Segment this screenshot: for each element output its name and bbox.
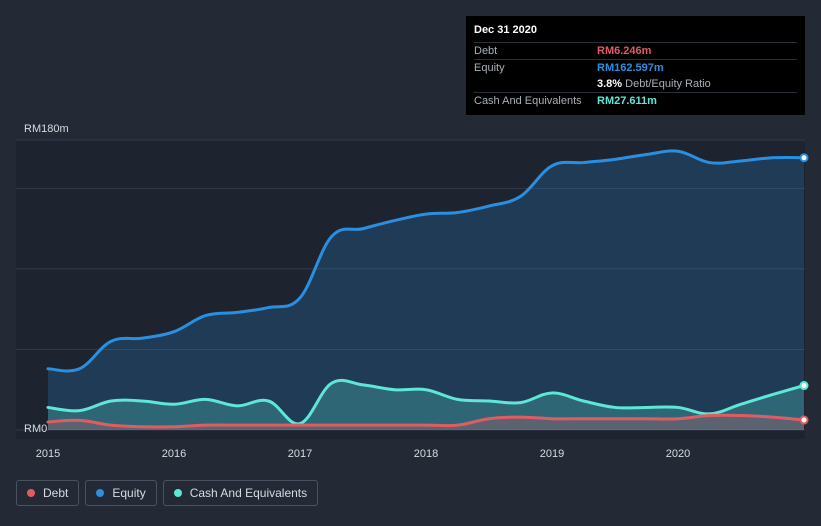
tooltip-row-equity: Equity RM162.597m bbox=[474, 59, 797, 76]
tooltip-date: Dec 31 2020 bbox=[474, 24, 537, 36]
legend-cash-label: Cash And Equivalents bbox=[189, 486, 308, 500]
legend-item-debt[interactable]: Debt bbox=[16, 480, 80, 506]
cash-line bbox=[46, 378, 806, 426]
tooltip-equity-value: RM162.597m bbox=[597, 62, 664, 74]
tooltip: Dec 31 2020 Debt RM6.246m Equity RM162.5… bbox=[466, 16, 805, 115]
tooltip-ratio-value: 3.8% bbox=[597, 78, 623, 90]
legend-item-equity[interactable]: Equity bbox=[85, 480, 157, 506]
tooltip-row-cash: Cash And Equivalents RM27.611m bbox=[474, 92, 797, 109]
y-tick-top: RM180m bbox=[24, 123, 69, 135]
x-tick-label: 2015 bbox=[36, 448, 60, 460]
legend-equity-label: Equity bbox=[112, 486, 146, 500]
debt-end-marker bbox=[799, 415, 809, 425]
tooltip-ratio-label: Debt/Equity Ratio bbox=[625, 78, 711, 90]
x-axis-ticks: 2015 2016 2017 2018 2019 2020 bbox=[36, 448, 690, 460]
tooltip-row-debt: Debt RM6.246m bbox=[474, 42, 797, 59]
legend-item-cash[interactable]: Cash And Equivalents bbox=[162, 480, 319, 506]
cash-dot-icon bbox=[173, 489, 182, 497]
tooltip-debt-value: RM6.246m bbox=[597, 45, 652, 57]
equity-area bbox=[48, 150, 804, 431]
equity-end-marker bbox=[799, 153, 809, 163]
legend-debt-label: Debt bbox=[43, 486, 69, 500]
grid-lines bbox=[16, 139, 805, 431]
x-tick-label: 2016 bbox=[162, 448, 186, 460]
equity-line bbox=[46, 149, 806, 373]
tooltip-cash-value: RM27.611m bbox=[597, 95, 657, 107]
tooltip-equity-label: Equity bbox=[474, 62, 505, 74]
equity-dot-icon bbox=[96, 489, 105, 497]
legend: Debt Equity Cash And Equivalents bbox=[16, 480, 319, 506]
x-tick-label: 2019 bbox=[540, 448, 564, 460]
x-tick-label: 2018 bbox=[414, 448, 438, 460]
cash-end-marker bbox=[799, 381, 809, 391]
series-lines bbox=[46, 149, 806, 429]
x-tick-label: 2020 bbox=[666, 448, 690, 460]
x-tick-label: 2017 bbox=[288, 448, 312, 460]
debt-dot-icon bbox=[27, 489, 35, 497]
series-end-markers bbox=[799, 153, 809, 425]
debt-line bbox=[46, 413, 806, 429]
y-tick-bottom: RM0 bbox=[24, 423, 47, 435]
tooltip-row-ratio: 3.8% Debt/Equity Ratio bbox=[474, 76, 797, 92]
tooltip-debt-label: Debt bbox=[474, 45, 498, 57]
tooltip-cash-label: Cash And Equivalents bbox=[474, 95, 582, 107]
